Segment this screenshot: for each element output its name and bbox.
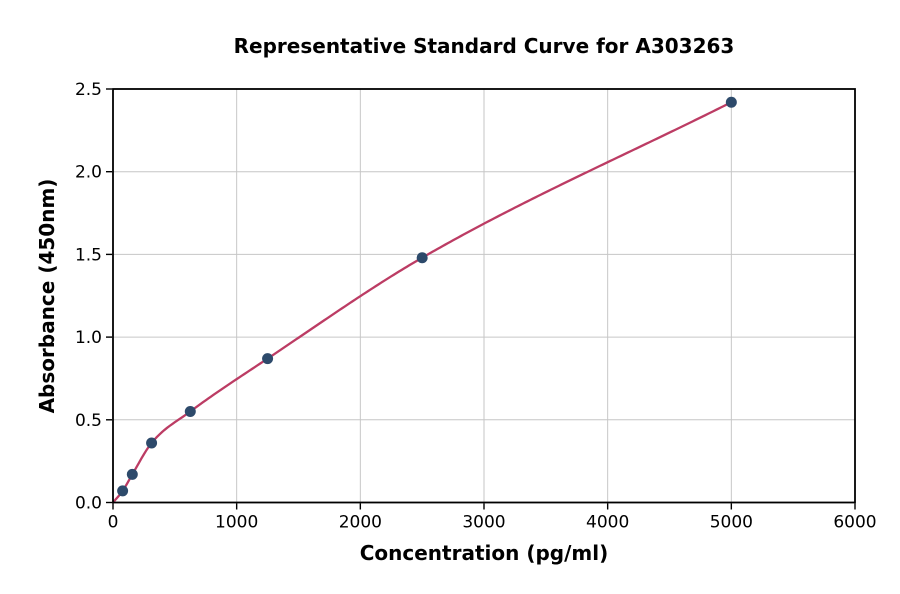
tick-label-x: 4000 bbox=[586, 513, 629, 533]
data-point bbox=[262, 353, 274, 365]
tick-label-y: 1.0 bbox=[75, 328, 102, 348]
tick-label-y: 0.0 bbox=[75, 494, 102, 514]
tick-label-x: 5000 bbox=[710, 513, 753, 533]
chart-title: Representative Standard Curve for A30326… bbox=[233, 34, 735, 58]
data-point bbox=[416, 252, 428, 264]
plot-border bbox=[112, 88, 856, 504]
tick-label-x: 1000 bbox=[215, 513, 258, 533]
tick-label-x: 6000 bbox=[833, 513, 876, 533]
tick-label-y: 1.5 bbox=[75, 245, 102, 265]
tick-label-x: 0 bbox=[108, 513, 119, 533]
tick-label-y: 0.5 bbox=[75, 411, 102, 431]
tick-label-y: 2.5 bbox=[75, 80, 102, 100]
tick-label-x: 2000 bbox=[339, 513, 382, 533]
fit-curve bbox=[111, 101, 733, 504]
x-axis-label: Concentration (pg/ml) bbox=[359, 541, 609, 565]
data-point bbox=[184, 406, 196, 418]
tick-label-y: 2.0 bbox=[75, 163, 102, 183]
data-point bbox=[725, 96, 737, 108]
data-point bbox=[146, 437, 158, 449]
data-point bbox=[117, 485, 129, 497]
tick-label-x: 3000 bbox=[462, 513, 505, 533]
data-point bbox=[126, 468, 138, 480]
